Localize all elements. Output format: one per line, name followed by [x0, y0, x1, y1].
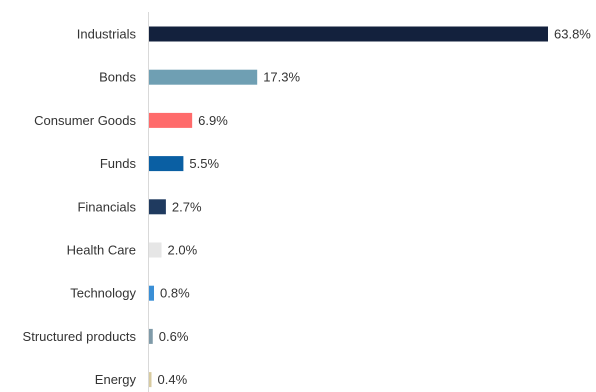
value-label: 0.6%	[159, 329, 189, 344]
bar	[149, 69, 258, 85]
category-label: Structured products	[23, 329, 137, 344]
category-label: Energy	[95, 372, 137, 387]
value-label: 17.3%	[263, 70, 300, 85]
bar	[149, 242, 162, 258]
value-label: 5.5%	[189, 156, 219, 171]
bar	[149, 26, 548, 42]
category-label: Bonds	[99, 70, 136, 85]
value-label: 2.0%	[168, 243, 198, 258]
category-label: Financials	[77, 199, 136, 214]
value-label: 0.4%	[158, 372, 188, 387]
value-label: 0.8%	[160, 286, 190, 301]
bar	[149, 156, 184, 172]
bar	[149, 285, 155, 301]
value-label: 2.7%	[172, 199, 202, 214]
bars-group: Industrials 63.8% Bonds 17.3% Consumer Goods…	[23, 26, 591, 388]
value-label: 63.8%	[554, 27, 591, 42]
bar	[149, 199, 166, 215]
category-label: Health Care	[67, 243, 136, 258]
category-label: Funds	[100, 156, 137, 171]
category-label: Industrials	[77, 27, 137, 42]
bar	[149, 328, 153, 344]
category-label: Consumer Goods	[34, 113, 136, 128]
value-label: 6.9%	[198, 113, 228, 128]
bar	[149, 112, 193, 128]
category-label: Technology	[70, 286, 136, 301]
bar	[149, 372, 152, 388]
